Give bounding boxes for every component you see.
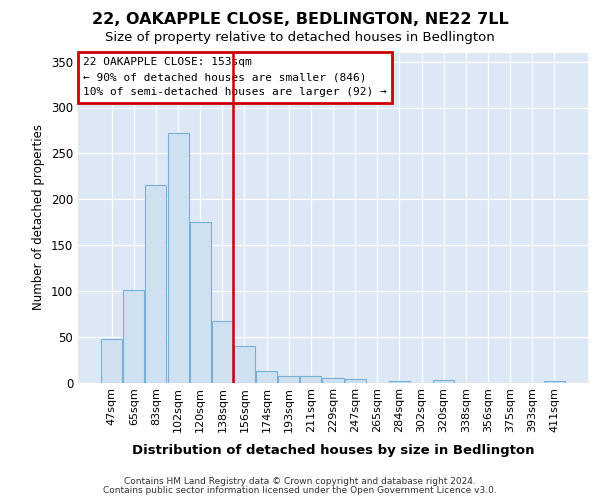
Text: 22, OAKAPPLE CLOSE, BEDLINGTON, NE22 7LL: 22, OAKAPPLE CLOSE, BEDLINGTON, NE22 7LL (92, 12, 508, 28)
X-axis label: Distribution of detached houses by size in Bedlington: Distribution of detached houses by size … (132, 444, 534, 456)
Bar (124, 290, 145, 382)
Bar (389, 380, 410, 382)
Bar (344, 379, 365, 382)
Text: Contains public sector information licensed under the Open Government Licence v3: Contains public sector information licen… (103, 486, 497, 495)
Text: Contains HM Land Registry data © Crown copyright and database right 2024.: Contains HM Land Registry data © Crown c… (124, 477, 476, 486)
Y-axis label: Number of detached properties: Number of detached properties (32, 124, 46, 310)
Bar (145, 186, 166, 382)
Bar (101, 340, 122, 382)
Bar (167, 133, 188, 382)
Bar (190, 222, 211, 382)
Bar (322, 378, 344, 382)
Bar (433, 380, 454, 382)
Bar (544, 380, 565, 382)
Bar (301, 376, 322, 382)
Text: 22 OAKAPPLE CLOSE: 153sqm
← 90% of detached houses are smaller (846)
10% of semi: 22 OAKAPPLE CLOSE: 153sqm ← 90% of detac… (83, 58, 387, 97)
Text: Size of property relative to detached houses in Bedlington: Size of property relative to detached ho… (105, 31, 495, 44)
Bar (278, 376, 299, 382)
Bar (256, 370, 277, 382)
Bar (212, 321, 233, 382)
Bar (234, 346, 255, 383)
